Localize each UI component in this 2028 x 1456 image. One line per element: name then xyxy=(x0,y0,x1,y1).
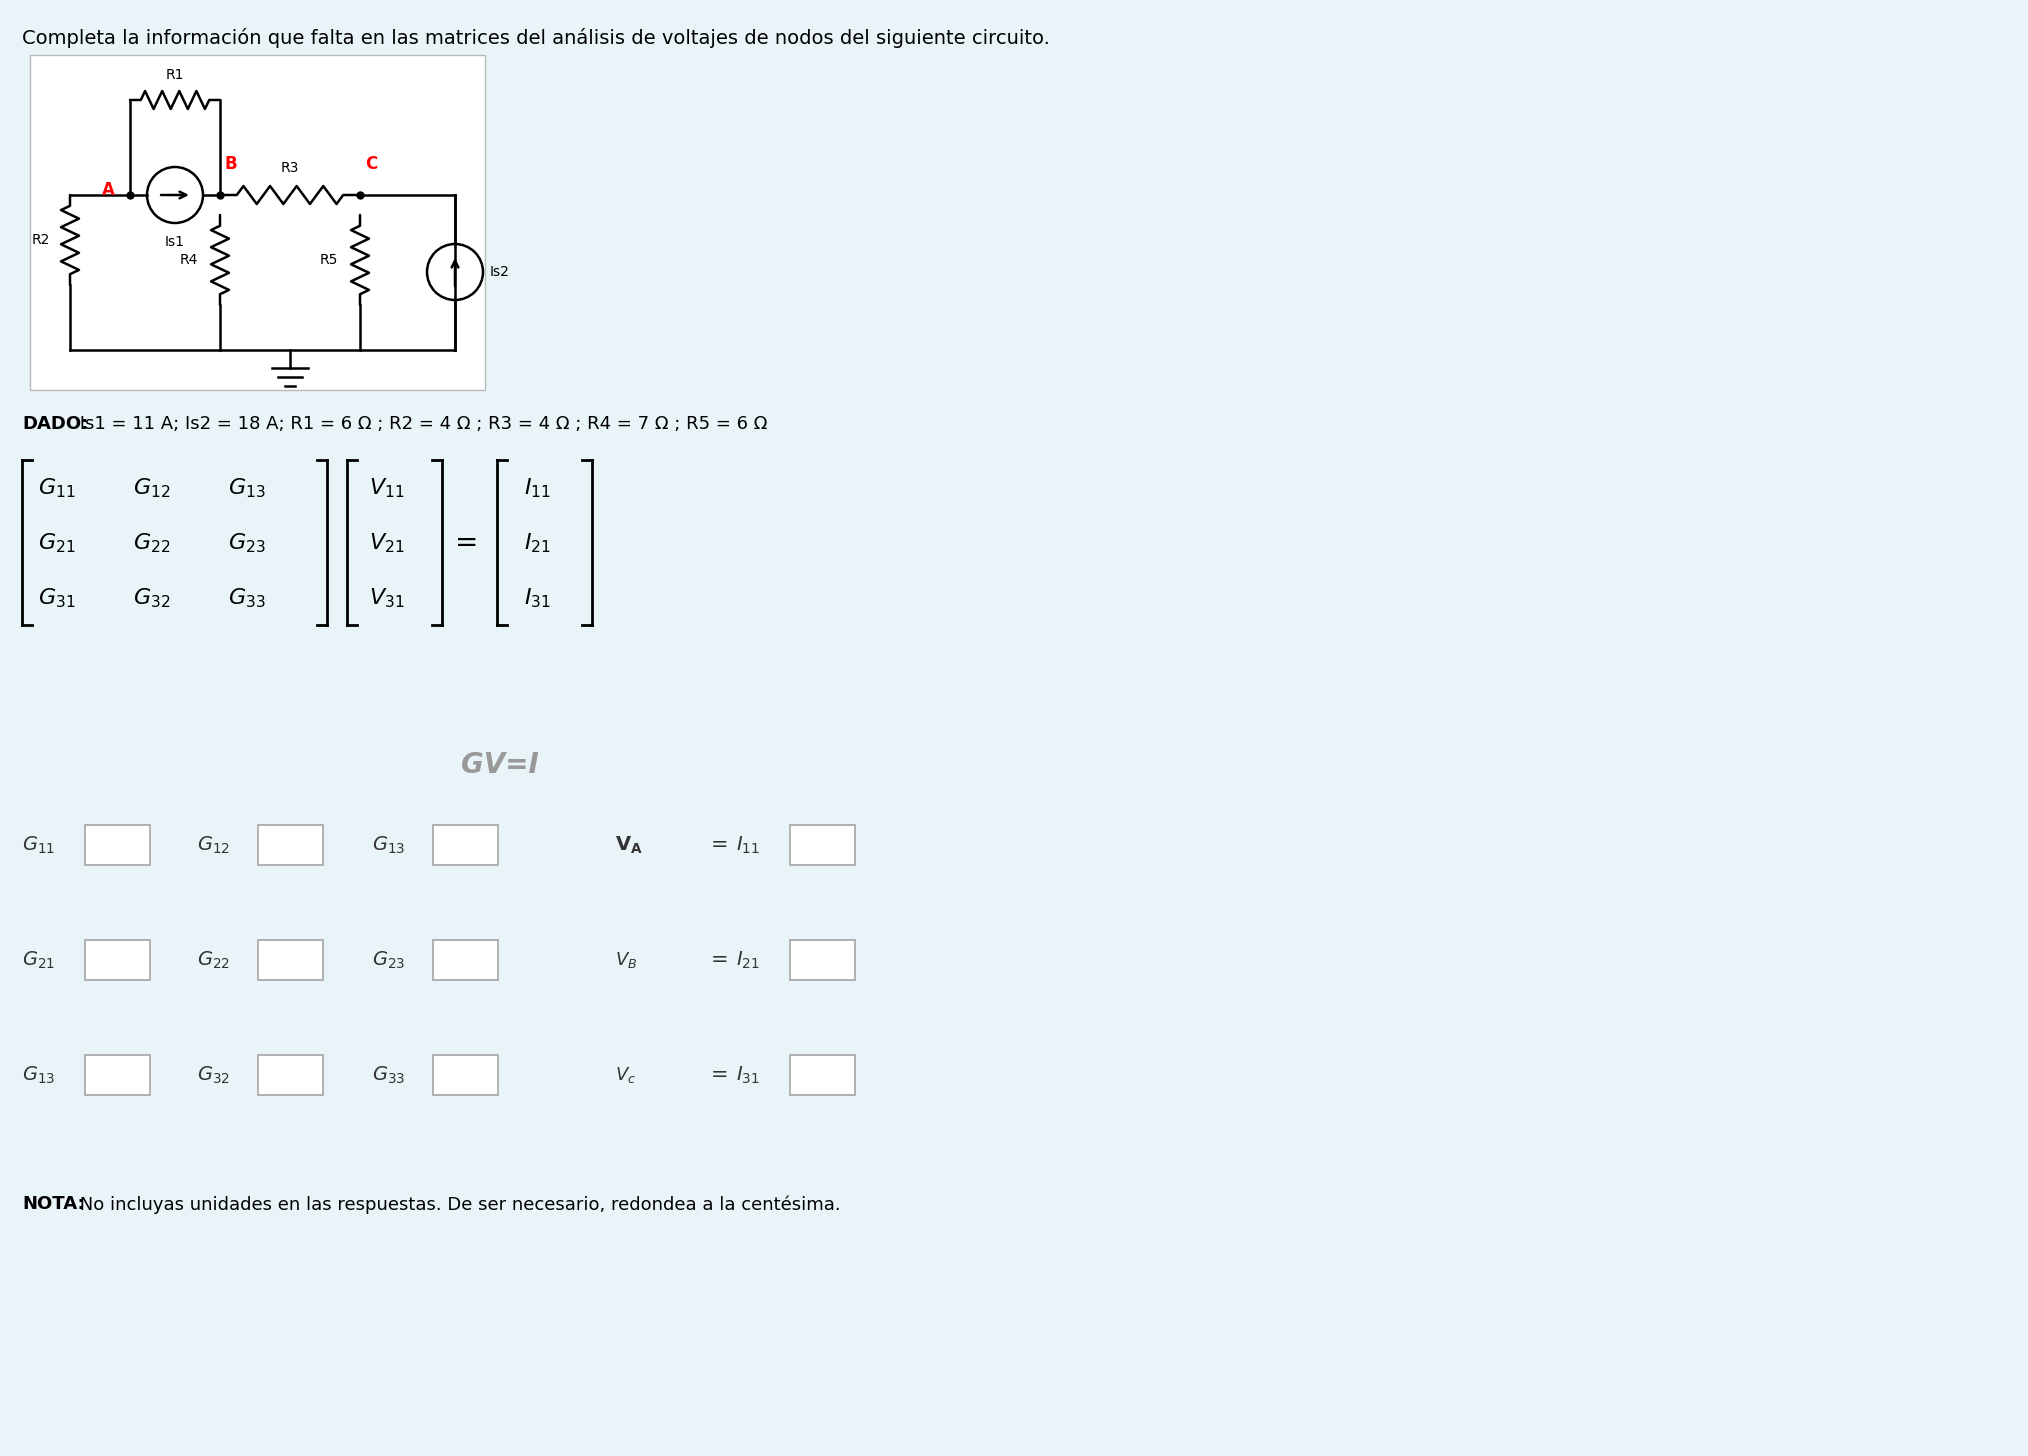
Text: NOTA:: NOTA: xyxy=(22,1195,85,1213)
FancyBboxPatch shape xyxy=(434,1056,499,1095)
FancyBboxPatch shape xyxy=(434,826,499,865)
Text: $G_{21}$: $G_{21}$ xyxy=(39,531,75,555)
Text: $G_{33}$: $G_{33}$ xyxy=(229,587,266,610)
Text: $G_{13}$: $G_{13}$ xyxy=(229,476,266,499)
Text: Is2: Is2 xyxy=(491,265,509,280)
Text: B: B xyxy=(225,154,237,173)
FancyBboxPatch shape xyxy=(30,55,485,390)
Text: $G_{23}$: $G_{23}$ xyxy=(229,531,266,555)
Text: $I_{21}$: $I_{21}$ xyxy=(736,949,760,971)
Text: $G_{13}$: $G_{13}$ xyxy=(371,834,406,856)
FancyBboxPatch shape xyxy=(791,826,856,865)
FancyBboxPatch shape xyxy=(434,941,499,980)
FancyBboxPatch shape xyxy=(258,1056,322,1095)
Text: $I_{31}$: $I_{31}$ xyxy=(736,1064,760,1086)
Text: $G_{21}$: $G_{21}$ xyxy=(22,949,55,971)
Text: $I_{11}$: $I_{11}$ xyxy=(523,476,550,499)
Text: R2: R2 xyxy=(32,233,51,248)
Text: No incluyas unidades en las respuestas. De ser necesario, redondea a la centésim: No incluyas unidades en las respuestas. … xyxy=(73,1195,842,1213)
Text: R3: R3 xyxy=(280,162,300,175)
Text: $G_{32}$: $G_{32}$ xyxy=(197,1064,229,1086)
Text: $I_{21}$: $I_{21}$ xyxy=(523,531,550,555)
Text: $G_{22}$: $G_{22}$ xyxy=(134,531,170,555)
Text: $G_{12}$: $G_{12}$ xyxy=(197,834,229,856)
Text: =: = xyxy=(712,949,728,970)
FancyBboxPatch shape xyxy=(258,826,322,865)
Text: $\mathbf{V_A}$: $\mathbf{V_A}$ xyxy=(614,834,643,856)
Text: $G_{33}$: $G_{33}$ xyxy=(371,1064,406,1086)
Text: $V_{21}$: $V_{21}$ xyxy=(369,531,406,555)
Text: $I_{11}$: $I_{11}$ xyxy=(736,834,760,856)
Text: $G_{23}$: $G_{23}$ xyxy=(371,949,406,971)
Text: =: = xyxy=(712,834,728,855)
FancyBboxPatch shape xyxy=(85,826,150,865)
Text: $G_{12}$: $G_{12}$ xyxy=(134,476,170,499)
Text: R5: R5 xyxy=(320,253,339,266)
Text: =: = xyxy=(456,529,479,556)
FancyBboxPatch shape xyxy=(791,941,856,980)
Text: C: C xyxy=(365,154,377,173)
FancyBboxPatch shape xyxy=(258,941,322,980)
Text: $V_{11}$: $V_{11}$ xyxy=(369,476,406,499)
Text: $G_{22}$: $G_{22}$ xyxy=(197,949,229,971)
Text: Completa la información que falta en las matrices del análisis de voltajes de no: Completa la información que falta en las… xyxy=(22,28,1051,48)
Text: $G_{13}$: $G_{13}$ xyxy=(22,1064,55,1086)
Text: Is1 = 11 A; Is2 = 18 A; R1 = 6 Ω ; R2 = 4 Ω ; R3 = 4 Ω ; R4 = 7 Ω ; R5 = 6 Ω: Is1 = 11 A; Is2 = 18 A; R1 = 6 Ω ; R2 = … xyxy=(73,415,767,432)
FancyBboxPatch shape xyxy=(85,1056,150,1095)
Text: $G_{11}$: $G_{11}$ xyxy=(22,834,55,856)
Text: R1: R1 xyxy=(166,68,185,82)
Text: GV=I: GV=I xyxy=(460,751,539,779)
Text: $G_{31}$: $G_{31}$ xyxy=(39,587,75,610)
Text: $V_B$: $V_B$ xyxy=(614,949,637,970)
Text: A: A xyxy=(101,181,116,199)
Text: Is1: Is1 xyxy=(164,234,185,249)
FancyBboxPatch shape xyxy=(791,1056,856,1095)
Text: $V_c$: $V_c$ xyxy=(614,1064,637,1085)
Text: $V_{31}$: $V_{31}$ xyxy=(369,587,406,610)
Text: $G_{11}$: $G_{11}$ xyxy=(39,476,75,499)
Text: =: = xyxy=(712,1064,728,1085)
Text: $G_{32}$: $G_{32}$ xyxy=(134,587,170,610)
Text: $I_{31}$: $I_{31}$ xyxy=(523,587,550,610)
FancyBboxPatch shape xyxy=(85,941,150,980)
Text: DADO:: DADO: xyxy=(22,415,89,432)
Text: R4: R4 xyxy=(180,253,199,266)
